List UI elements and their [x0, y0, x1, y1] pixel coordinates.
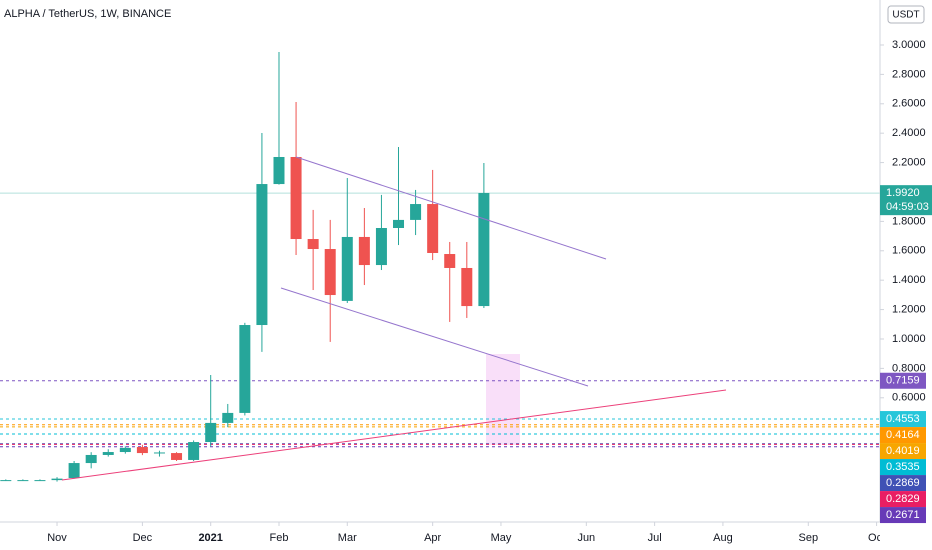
y-tick-label: 1.6000 — [892, 245, 926, 257]
x-tick-label: Aug — [713, 532, 733, 544]
plot — [0, 52, 880, 482]
candle-body — [34, 480, 46, 482]
level-label-box — [880, 475, 926, 492]
candle-body — [307, 239, 319, 250]
x-tick-label: Mar — [338, 532, 357, 544]
candle-body — [290, 156, 302, 240]
level-label: 0.4164 — [886, 429, 920, 441]
x-tick-label: Feb — [270, 532, 289, 544]
candle-body — [324, 249, 336, 296]
candle-body — [341, 236, 353, 301]
candle-body — [102, 452, 114, 455]
price-label-box — [880, 185, 932, 216]
candle-body — [239, 325, 251, 413]
y-tick-label: 2.8000 — [892, 68, 926, 80]
x-tick-label: Dec — [133, 532, 153, 544]
trend-line — [61, 389, 727, 481]
level-label-box — [880, 443, 926, 460]
y-tick-label: 0.8000 — [892, 362, 926, 374]
x-tick-label: Apr — [424, 532, 441, 544]
candle-body — [171, 453, 183, 460]
x-tick-label: Nov — [47, 532, 67, 544]
candle-body — [375, 227, 387, 266]
candle-body — [0, 480, 12, 482]
y-tick-label: 1.0000 — [892, 333, 926, 345]
currency: USDT — [892, 10, 919, 21]
price-label: 1.9920 — [886, 187, 920, 199]
level-label: 0.2869 — [886, 477, 920, 489]
candle-body — [444, 254, 456, 268]
level-label-box — [880, 411, 926, 428]
candle-body — [410, 204, 422, 220]
y-tick-label: 2.6000 — [892, 98, 926, 110]
y-tick-label: 1.8000 — [892, 215, 926, 227]
countdown: 04:59:03 — [886, 201, 929, 213]
candle-body — [478, 193, 490, 307]
candle-body — [273, 156, 285, 185]
trend-line — [295, 156, 607, 260]
candle-body — [358, 236, 370, 266]
level-label: 0.2671 — [886, 509, 920, 521]
level-label-box — [880, 507, 926, 524]
range-box — [486, 354, 520, 445]
candle-body — [205, 422, 217, 443]
y-tick-label: 1.2000 — [892, 303, 926, 315]
candle-body — [427, 204, 439, 253]
x-tick-label: Sep — [798, 532, 818, 544]
x-tick-label: Jul — [648, 532, 662, 544]
candle-body — [153, 452, 165, 454]
candle-body — [119, 447, 131, 453]
y-tick-label: 2.2000 — [892, 156, 926, 168]
x-tick-label: Oct — [868, 532, 885, 544]
level-label: 0.7159 — [886, 375, 920, 387]
x-tick-label: May — [491, 532, 512, 544]
level-label-box — [880, 372, 926, 389]
x-tick-label: Jun — [577, 532, 595, 544]
candle-body — [256, 184, 268, 326]
candle-body — [85, 454, 97, 464]
level-label: 0.3535 — [886, 461, 920, 473]
level-label: 0.4019 — [886, 445, 920, 457]
level-label: 0.4553 — [886, 413, 920, 425]
y-tick-label: 3.0000 — [892, 39, 926, 51]
level-label: 0.2829 — [886, 493, 920, 505]
chart-title: ALPHA / TetherUS, 1W, BINANCE — [4, 8, 171, 20]
y-tick-label: 2.4000 — [892, 127, 926, 139]
candle-body — [51, 478, 63, 481]
candle-body — [393, 219, 405, 228]
candle-body — [136, 447, 148, 454]
y-tick-label: 1.4000 — [892, 274, 926, 286]
candle-body — [461, 267, 473, 307]
level-label-box — [880, 491, 926, 508]
candle-body — [68, 463, 80, 479]
y-tick-label: 0.6000 — [892, 392, 926, 404]
currency-box[interactable] — [887, 5, 925, 24]
level-label-box — [880, 427, 926, 444]
trend-line — [280, 287, 589, 387]
level-label-box — [880, 459, 926, 476]
candle-body — [222, 412, 234, 423]
candle-body — [17, 480, 29, 482]
x-tick-label: 2021 — [198, 532, 222, 544]
candle-body — [188, 442, 200, 460]
x-labels: Nov Dec 2021 Feb Mar Apr May Jun Jul Aug Sep Oct — [47, 522, 885, 544]
